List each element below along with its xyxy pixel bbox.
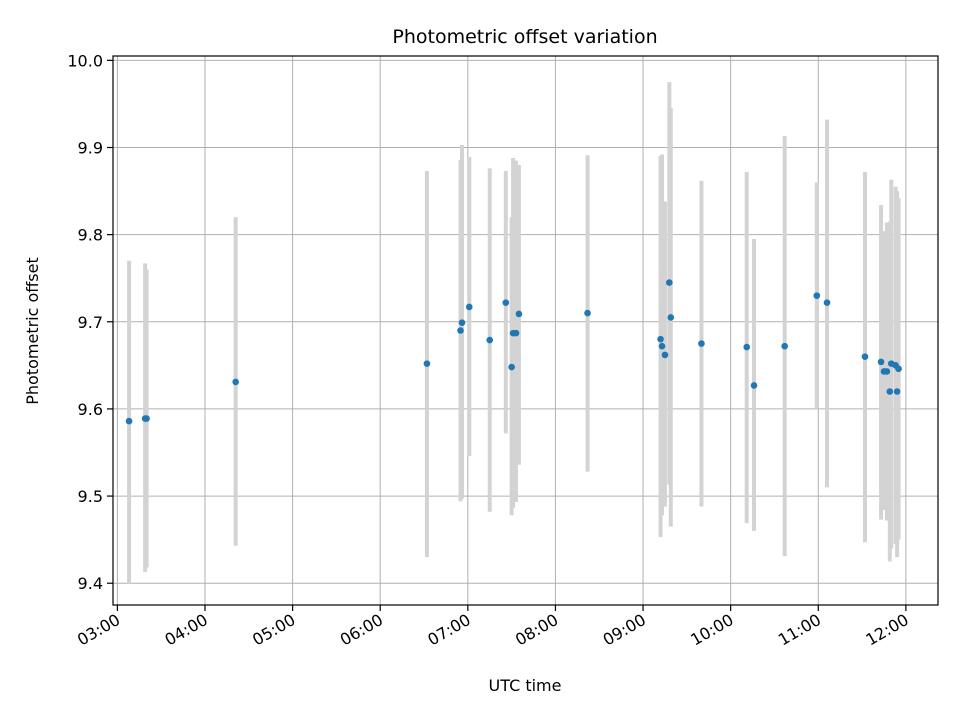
data-point <box>486 336 494 344</box>
data-point <box>232 378 239 386</box>
data-point <box>584 309 591 317</box>
axes-frame <box>112 55 939 606</box>
y-tick-label: 10.0 <box>67 51 103 70</box>
y-tick-label: 9.6 <box>78 400 103 419</box>
data-point <box>895 365 902 373</box>
data-point <box>658 342 666 350</box>
data-point <box>883 368 891 375</box>
data-point <box>143 415 150 422</box>
data-point <box>823 299 831 306</box>
y-tick-label: 9.8 <box>78 226 103 245</box>
data-point <box>457 327 464 334</box>
data-point <box>750 382 758 389</box>
data-point <box>465 303 473 311</box>
chart-title: Photometric offset variation <box>392 26 657 48</box>
data-point <box>657 335 664 343</box>
data-point <box>813 292 821 299</box>
data-points <box>125 279 902 425</box>
data-point <box>666 279 673 286</box>
data-point <box>893 388 901 395</box>
data-point <box>508 363 515 371</box>
y-tick-label: 9.9 <box>78 139 103 158</box>
y-tick-label: 9.4 <box>78 574 103 593</box>
data-point <box>515 310 523 318</box>
y-axis-label: Photometric offset <box>23 257 42 405</box>
x-axis-label: UTC time <box>489 676 562 695</box>
data-point <box>781 342 788 350</box>
grid <box>113 56 938 605</box>
data-point <box>743 343 751 351</box>
data-point <box>458 319 466 326</box>
data-point <box>502 299 510 306</box>
data-point <box>512 329 520 337</box>
data-point <box>886 388 894 395</box>
y-tick-label: 9.7 <box>78 313 103 332</box>
data-point <box>877 358 885 366</box>
data-point <box>667 314 675 321</box>
y-tick-label: 9.5 <box>78 487 103 506</box>
data-point <box>861 353 869 360</box>
data-point <box>698 340 705 347</box>
data-point <box>423 360 431 367</box>
y-axis-ticks: 9.4 9.5 9.6 9.7 9.8 9.9 10.0 <box>67 51 113 593</box>
data-point <box>661 351 669 359</box>
data-point <box>125 417 133 425</box>
